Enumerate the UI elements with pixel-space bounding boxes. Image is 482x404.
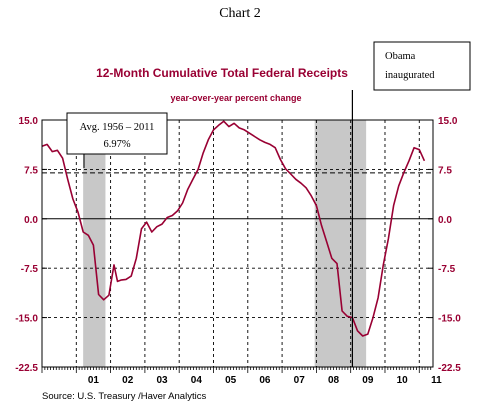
y-tick-label-right: -7.5 xyxy=(438,264,456,275)
y-tick-label-left: -22.5 xyxy=(15,363,38,374)
recession-band-1 xyxy=(314,120,367,367)
x-tick-label: 08 xyxy=(328,375,340,386)
y-tick-label-left: 0.0 xyxy=(24,215,38,226)
chart-title: 12-Month Cumulative Total Federal Receip… xyxy=(96,66,348,80)
recession-shading xyxy=(83,120,367,367)
y-axis-right: 15.0 7.5 0.0 -7.5 -15.0 -22.5 xyxy=(428,116,461,374)
x-tick-label: 05 xyxy=(225,375,237,386)
y-tick-label-right: 15.0 xyxy=(438,116,458,127)
y-tick-label-right: -22.5 xyxy=(438,363,461,374)
chart-subtitle: year-over-year percent change xyxy=(170,93,301,103)
x-tick-label: 09 xyxy=(362,375,374,386)
y-tick-label-left: 7.5 xyxy=(24,165,38,176)
y-tick-label-left: -7.5 xyxy=(21,264,39,275)
source-note: Source: U.S. Treasury /Haver Analytics xyxy=(42,391,206,402)
x-tick-label: 07 xyxy=(294,375,306,386)
obama-annotation: Obama inaugurated xyxy=(373,41,471,91)
average-annotation-value: 6.97% xyxy=(103,139,130,150)
y-axis-left: 15.0 7.5 0.0 -7.5 -15.0 -22.5 xyxy=(15,116,47,374)
x-tick-label: 06 xyxy=(259,375,271,386)
recession-band-0 xyxy=(83,120,106,367)
x-axis: 01 02 03 04 05 06 07 08 09 10 11 xyxy=(41,367,442,386)
x-tick-label: 03 xyxy=(156,375,168,386)
x-tick-label: 11 xyxy=(431,375,442,386)
obama-annotation-line1: Obama xyxy=(385,51,416,62)
y-tick-label-right: -15.0 xyxy=(438,314,461,325)
x-tick-label: 04 xyxy=(191,375,203,386)
plot-frame xyxy=(41,119,434,368)
chart-heading: Chart 2 xyxy=(219,6,261,21)
gridlines xyxy=(42,120,433,367)
y-tick-label-left: 15.0 xyxy=(19,116,39,127)
average-annotation-label: Avg. 1956 – 2011 xyxy=(80,122,155,133)
y-tick-label-right: 7.5 xyxy=(438,165,452,176)
average-annotation: Avg. 1956 – 2011 6.97% xyxy=(66,112,168,168)
x-tick-label: 10 xyxy=(397,375,409,386)
obama-annotation-line2: inaugurated xyxy=(385,70,435,81)
x-tick-label: 02 xyxy=(122,375,134,386)
series-line xyxy=(41,120,426,337)
x-tick-label: 01 xyxy=(88,375,100,386)
y-tick-label-right: 0.0 xyxy=(438,215,452,226)
y-tick-label-left: -15.0 xyxy=(15,314,38,325)
